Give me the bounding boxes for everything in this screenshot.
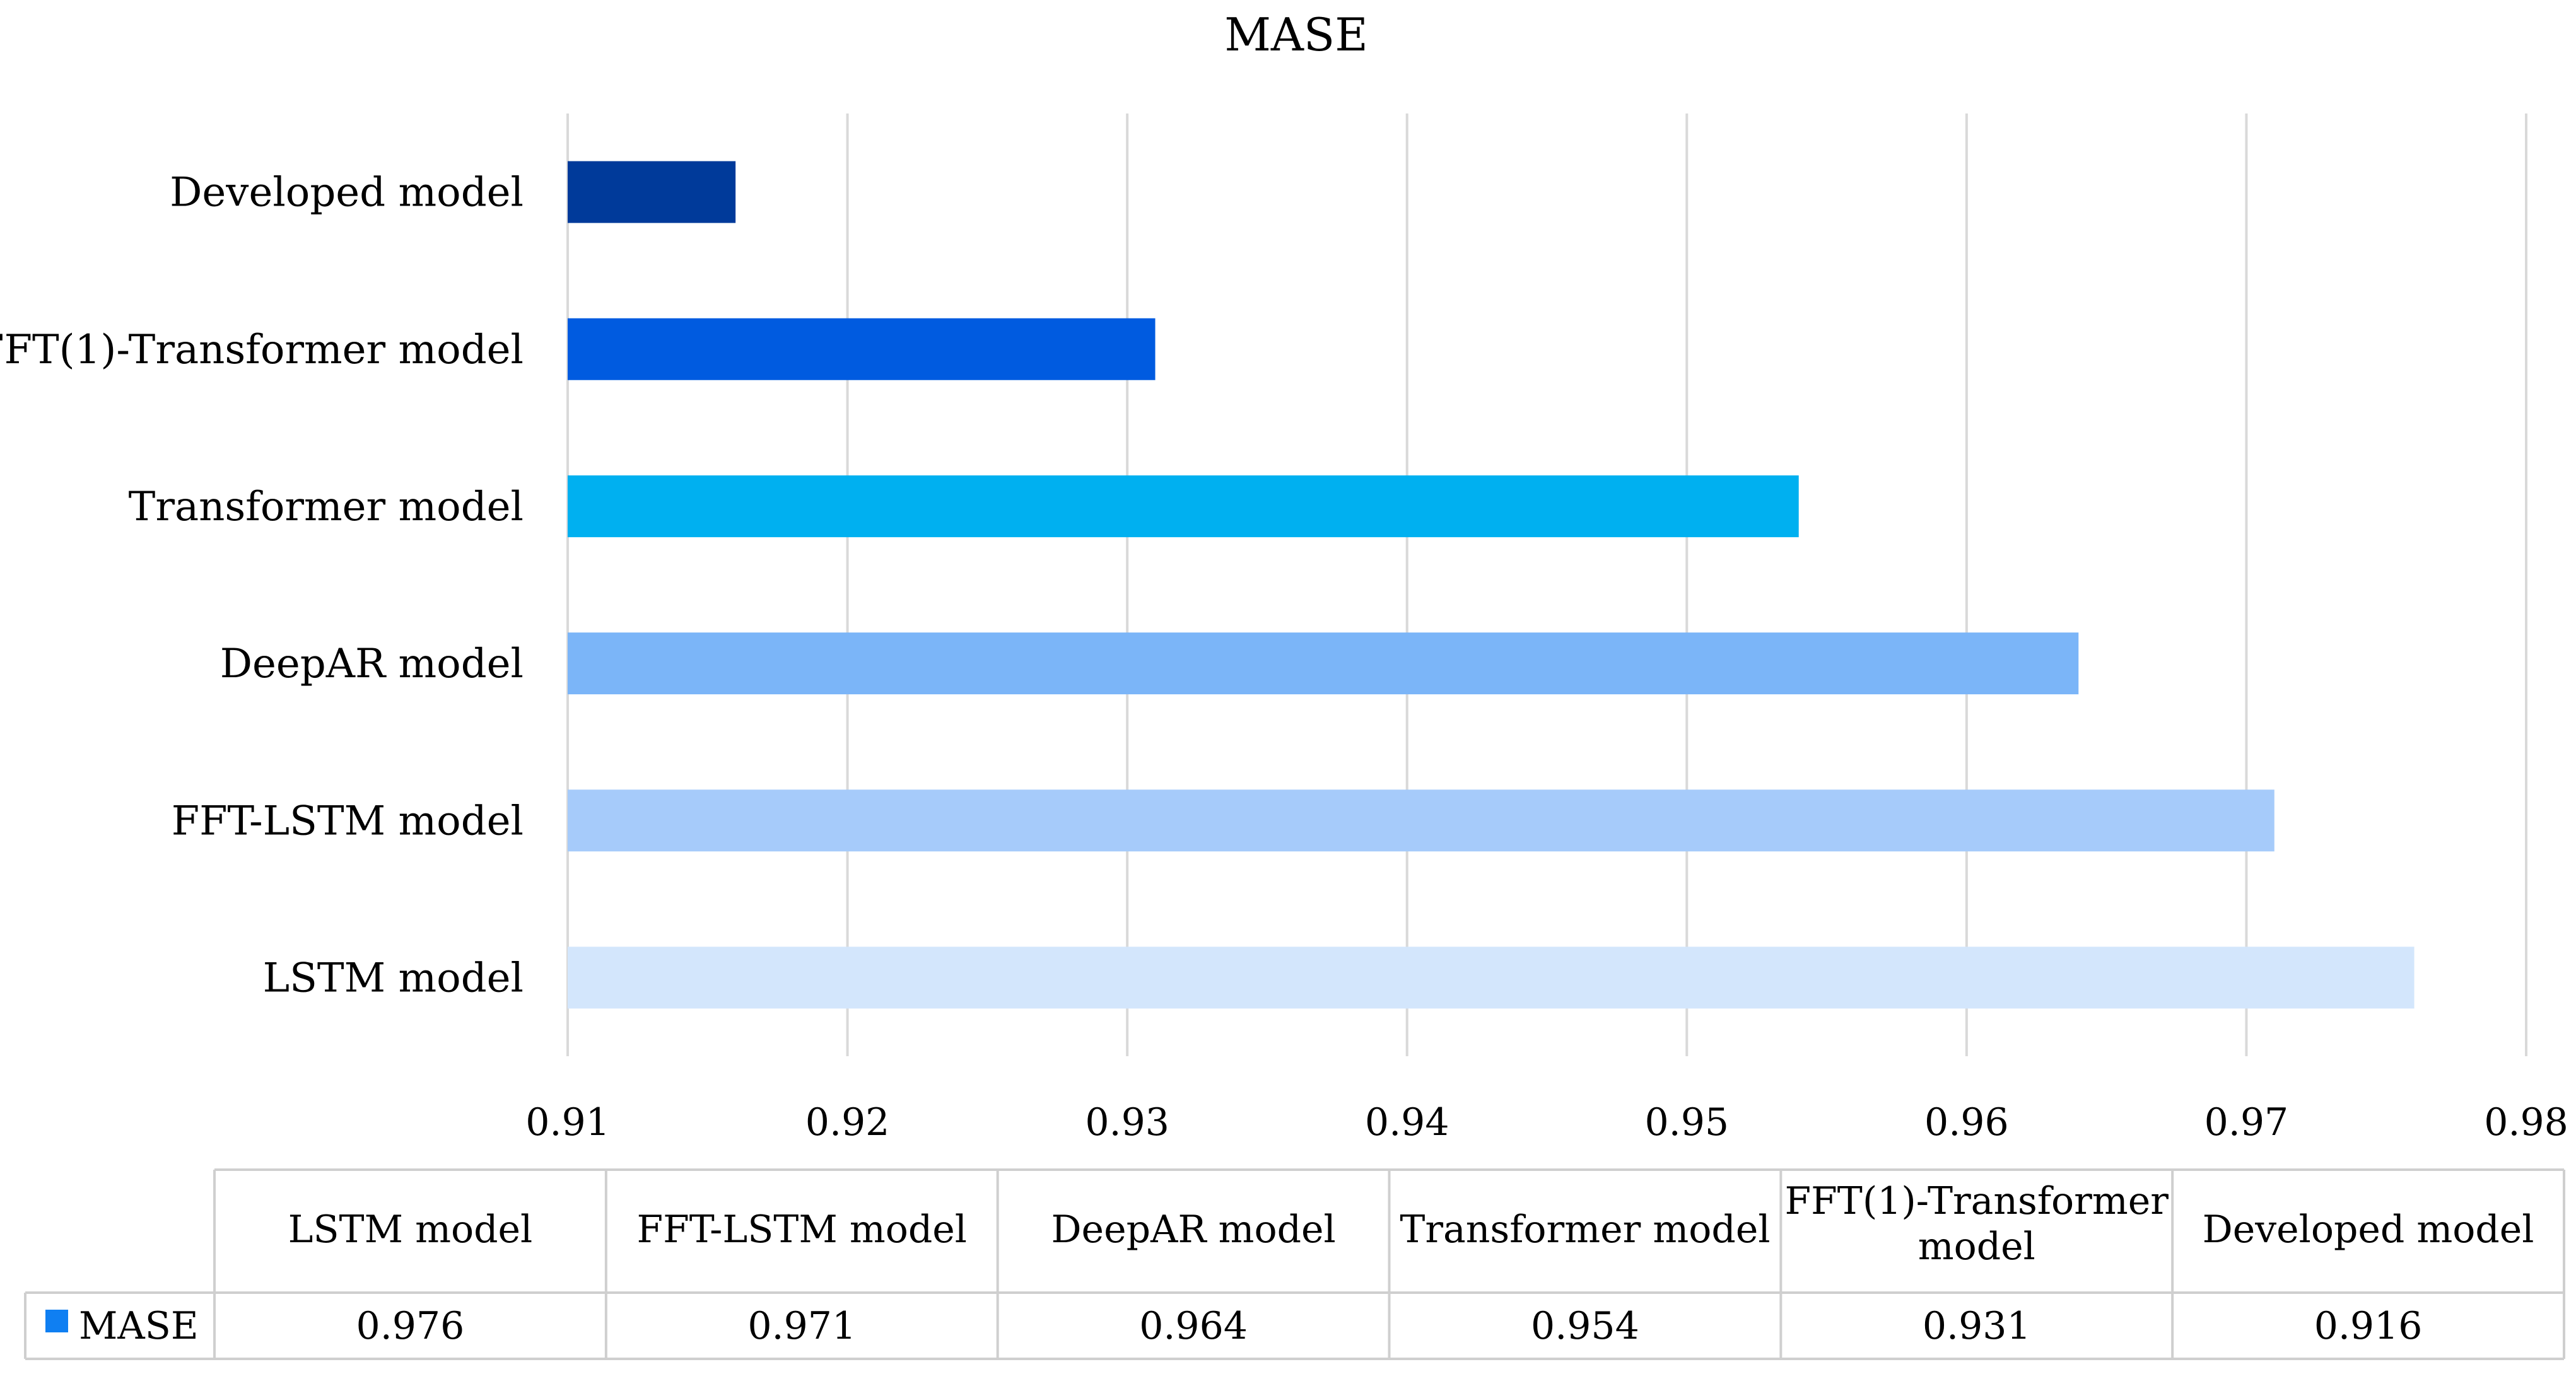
- table-header-cell: FFT-LSTM model: [637, 1208, 967, 1252]
- category-labels: LSTM model FFT-LSTM model DeepAR model Tran…: [0, 170, 524, 1002]
- table-header-cell: FFT(1)-Transformer model: [1785, 1179, 2169, 1269]
- x-tick-label: 0.96: [1924, 1100, 2009, 1144]
- x-axis-ticks: 0.91 0.92 0.93 0.94 0.95 0.96 0.97 0.98: [525, 1100, 2568, 1144]
- table-value-cell: 0.954: [1531, 1304, 1639, 1348]
- bar-4: [568, 475, 1799, 537]
- bars: [568, 161, 2415, 1009]
- bar-3: [568, 632, 2079, 695]
- x-tick-label: 0.93: [1085, 1100, 1169, 1144]
- category-label: DeepAR model: [220, 641, 524, 687]
- bar-2: [568, 789, 2274, 852]
- table-value-cell: 0.964: [1139, 1304, 1248, 1348]
- table-row-label: MASE: [79, 1304, 199, 1348]
- category-label: Transformer model: [129, 484, 524, 530]
- chart-title: MASE: [1224, 8, 1368, 61]
- category-label: FFT(1)-Transformer model: [0, 327, 524, 373]
- table-header-cell: LSTM model: [288, 1208, 533, 1252]
- category-label: LSTM model: [263, 955, 524, 1001]
- table-value-cell: 0.916: [2314, 1304, 2423, 1348]
- x-tick-label: 0.94: [1365, 1100, 1449, 1144]
- x-tick-label: 0.92: [805, 1100, 890, 1144]
- category-label: FFT-LSTM model: [172, 798, 524, 844]
- table-value-cell: 0.931: [1923, 1304, 2031, 1348]
- x-tick-label: 0.97: [2204, 1100, 2289, 1144]
- x-tick-label: 0.95: [1644, 1100, 1729, 1144]
- legend-key: [45, 1310, 68, 1332]
- bar-1: [568, 946, 2415, 1009]
- x-tick-label: 0.98: [2484, 1100, 2568, 1144]
- category-label: Developed model: [170, 170, 524, 216]
- table-value-cell: 0.971: [747, 1304, 856, 1348]
- table-value-cell: 0.976: [356, 1304, 465, 1348]
- gridlines: [566, 114, 2527, 1056]
- bar-6: [568, 161, 736, 223]
- x-tick-label: 0.91: [525, 1100, 610, 1144]
- bar-5: [568, 318, 1156, 380]
- table-header-cell: Developed model: [2203, 1208, 2534, 1252]
- table-header-cell: Transformer model: [1400, 1208, 1770, 1252]
- data-table: LSTM model FFT-LSTM model DeepAR model Tran…: [24, 1168, 2565, 1360]
- table-header-cell: DeepAR model: [1051, 1208, 1335, 1252]
